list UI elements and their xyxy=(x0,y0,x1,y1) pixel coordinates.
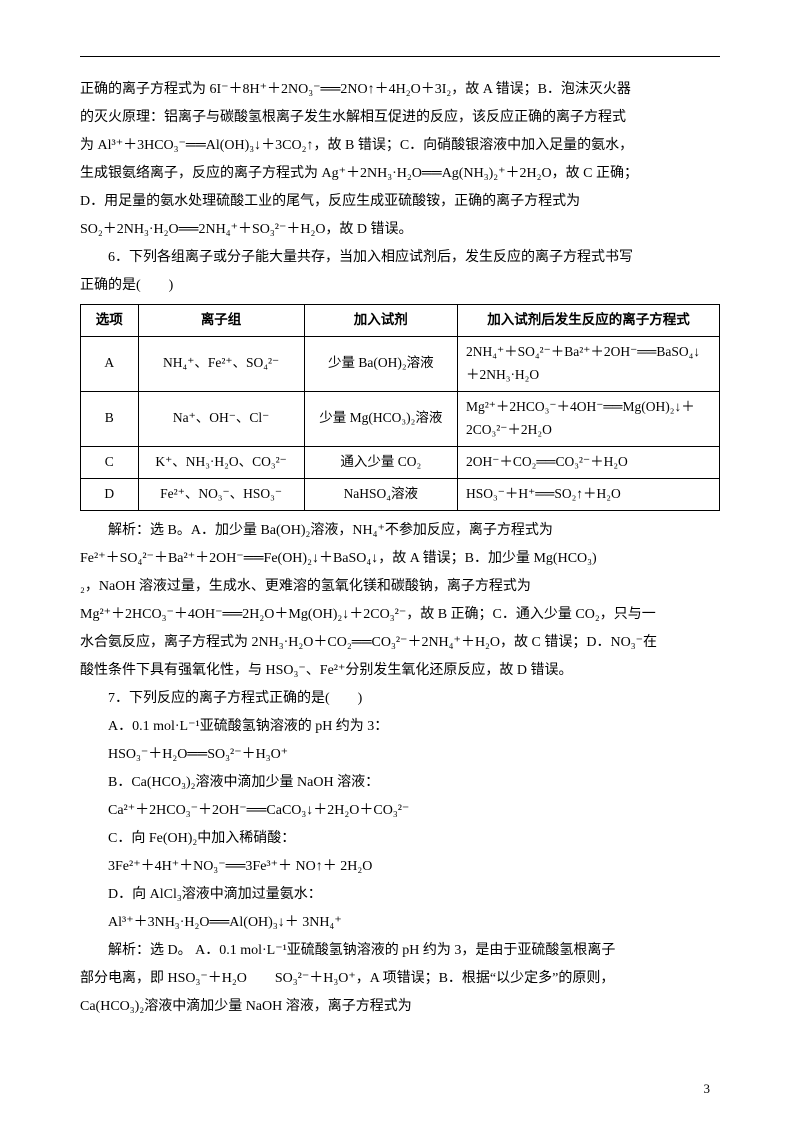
continuation-para-l2: 的灭火原理：铝离子与碳酸氢根离子发生水解相互促进的反应，该反应正确的离子方程式 xyxy=(80,104,720,132)
q7-ans-l3: Ca(HCO₃)₂溶液中滴加少量 NaOH 溶液，离子方程式为 xyxy=(80,993,720,1021)
header-rule xyxy=(80,56,720,57)
table-row: B Na⁺、OH⁻、Cl⁻ 少量 Mg(HCO₃)₂溶液 Mg²⁺＋2HCO₃⁻… xyxy=(81,391,720,446)
q7-opt-d2: Al³⁺＋3NH₃·H₂O══Al(OH)₃↓＋ 3NH₄⁺ xyxy=(80,909,720,937)
q6-table: 选项 离子组 加入试剂 加入试剂后发生反应的离子方程式 A NH₄⁺、Fe²⁺、… xyxy=(80,304,720,511)
q6-ans-l2: Fe²⁺＋SO₄²⁻＋Ba²⁺＋2OH⁻══Fe(OH)₂↓＋BaSO₄↓，故 … xyxy=(80,545,720,573)
page-number: 3 xyxy=(704,1076,711,1102)
q6-ans-l6: 酸性条件下具有强氧化性，与 HSO₃⁻、Fe²⁺分别发生氧化还原反应，故 D 错… xyxy=(80,657,720,685)
cell-opt-c: C xyxy=(81,446,139,478)
q7-ans-l2: 部分电离，即 HSO₃⁻＋H₂O SO₃²⁻＋H₃O⁺，A 项错误；B．根据“以… xyxy=(80,965,720,993)
q7-opt-b2: Ca²⁺＋2HCO₃⁻＋2OH⁻══CaCO₃↓＋2H₂O＋CO₃²⁻ xyxy=(80,797,720,825)
cell-opt-d: D xyxy=(81,478,139,510)
th-equation: 加入试剂后发生反应的离子方程式 xyxy=(457,305,719,337)
table-row: C K⁺、NH₃·H₂O、CO₃²⁻ 通入少量 CO₂ 2OH⁻＋CO₂══CO… xyxy=(81,446,720,478)
q7-opt-d1: D．向 AlCl₃溶液中滴加过量氨水： xyxy=(80,881,720,909)
q7-ans-l1: 解析：选 D。 A．0.1 mol·L⁻¹亚硫酸氢钠溶液的 pH 约为 3，是由… xyxy=(80,937,720,965)
continuation-para-l5: D．用足量的氨水处理硫酸工业的尾气，反应生成亚硫酸铵，正确的离子方程式为 xyxy=(80,188,720,216)
q6-ans-l4: Mg²⁺＋2HCO₃⁻＋4OH⁻══2H₂O＋Mg(OH)₂↓＋2CO₃²⁻，故… xyxy=(80,601,720,629)
cell-ions-c: K⁺、NH₃·H₂O、CO₃²⁻ xyxy=(138,446,304,478)
cell-eq-d: HSO₃⁻＋H⁺══SO₂↑＋H₂O xyxy=(457,478,719,510)
continuation-para-l3: 为 Al³⁺＋3HCO₃⁻══Al(OH)₃↓＋3CO₂↑，故 B 错误；C．向… xyxy=(80,132,720,160)
cell-reagent-b: 少量 Mg(HCO₃)₂溶液 xyxy=(304,391,457,446)
continuation-para-l4: 生成银氨络离子，反应的离子方程式为 Ag⁺＋2NH₃·H₂O══Ag(NH₃)₂… xyxy=(80,160,720,188)
q6-stem-l1: 6．下列各组离子或分子能大量共存，当加入相应试剂后，发生反应的离子方程式书写 xyxy=(80,244,720,272)
q7-opt-a1: A．0.1 mol·L⁻¹亚硫酸氢钠溶液的 pH 约为 3： xyxy=(80,713,720,741)
q6-stem-l2: 正确的是( ) xyxy=(80,272,720,300)
q6-ans-l5: 水合氨反应，离子方程式为 2NH₃·H₂O＋CO₂══CO₃²⁻＋2NH₄⁺＋H… xyxy=(80,629,720,657)
continuation-para-l1: 正确的离子方程式为 6I⁻＋8H⁺＋2NO₃⁻══2NO↑＋4H₂O＋3I₂，故… xyxy=(80,76,720,104)
cell-eq-a: 2NH₄⁺＋SO₄²⁻＋Ba²⁺＋2OH⁻══BaSO₄↓＋2NH₃·H₂O xyxy=(457,336,719,391)
cell-ions-b: Na⁺、OH⁻、Cl⁻ xyxy=(138,391,304,446)
continuation-para-l6: SO₂＋2NH₃·H₂O══2NH₄⁺＋SO₃²⁻＋H₂O，故 D 错误。 xyxy=(80,216,720,244)
cell-opt-a: A xyxy=(81,336,139,391)
q7-opt-a2: HSO₃⁻＋H₂O══SO₃²⁻＋H₃O⁺ xyxy=(80,741,720,769)
table-row: D Fe²⁺、NO₃⁻、HSO₃⁻ NaHSO₄溶液 HSO₃⁻＋H⁺══SO₂… xyxy=(81,478,720,510)
cell-reagent-a: 少量 Ba(OH)₂溶液 xyxy=(304,336,457,391)
table-header-row: 选项 离子组 加入试剂 加入试剂后发生反应的离子方程式 xyxy=(81,305,720,337)
q7-opt-b1: B．Ca(HCO₃)₂溶液中滴加少量 NaOH 溶液： xyxy=(80,769,720,797)
cell-reagent-c: 通入少量 CO₂ xyxy=(304,446,457,478)
q6-ans-l1: 解析：选 B。A．加少量 Ba(OH)₂溶液，NH₄⁺不参加反应，离子方程式为 xyxy=(80,517,720,545)
cell-ions-d: Fe²⁺、NO₃⁻、HSO₃⁻ xyxy=(138,478,304,510)
cell-eq-c: 2OH⁻＋CO₂══CO₃²⁻＋H₂O xyxy=(457,446,719,478)
table-row: A NH₄⁺、Fe²⁺、SO₄²⁻ 少量 Ba(OH)₂溶液 2NH₄⁺＋SO₄… xyxy=(81,336,720,391)
cell-reagent-d: NaHSO₄溶液 xyxy=(304,478,457,510)
cell-eq-b: Mg²⁺＋2HCO₃⁻＋4OH⁻══Mg(OH)₂↓＋2CO₃²⁻＋2H₂O xyxy=(457,391,719,446)
th-option: 选项 xyxy=(81,305,139,337)
cell-opt-b: B xyxy=(81,391,139,446)
q7-opt-c1: C．向 Fe(OH)₂中加入稀硝酸： xyxy=(80,825,720,853)
q6-ans-l3: ₂，NaOH 溶液过量，生成水、更难溶的氢氧化镁和碳酸钠，离子方程式为 xyxy=(80,573,720,601)
th-reagent: 加入试剂 xyxy=(304,305,457,337)
cell-ions-a: NH₄⁺、Fe²⁺、SO₄²⁻ xyxy=(138,336,304,391)
q7-stem: 7．下列反应的离子方程式正确的是( ) xyxy=(80,685,720,713)
q7-opt-c2: 3Fe²⁺＋4H⁺＋NO₃⁻══3Fe³⁺＋ NO↑＋ 2H₂O xyxy=(80,853,720,881)
th-ions: 离子组 xyxy=(138,305,304,337)
